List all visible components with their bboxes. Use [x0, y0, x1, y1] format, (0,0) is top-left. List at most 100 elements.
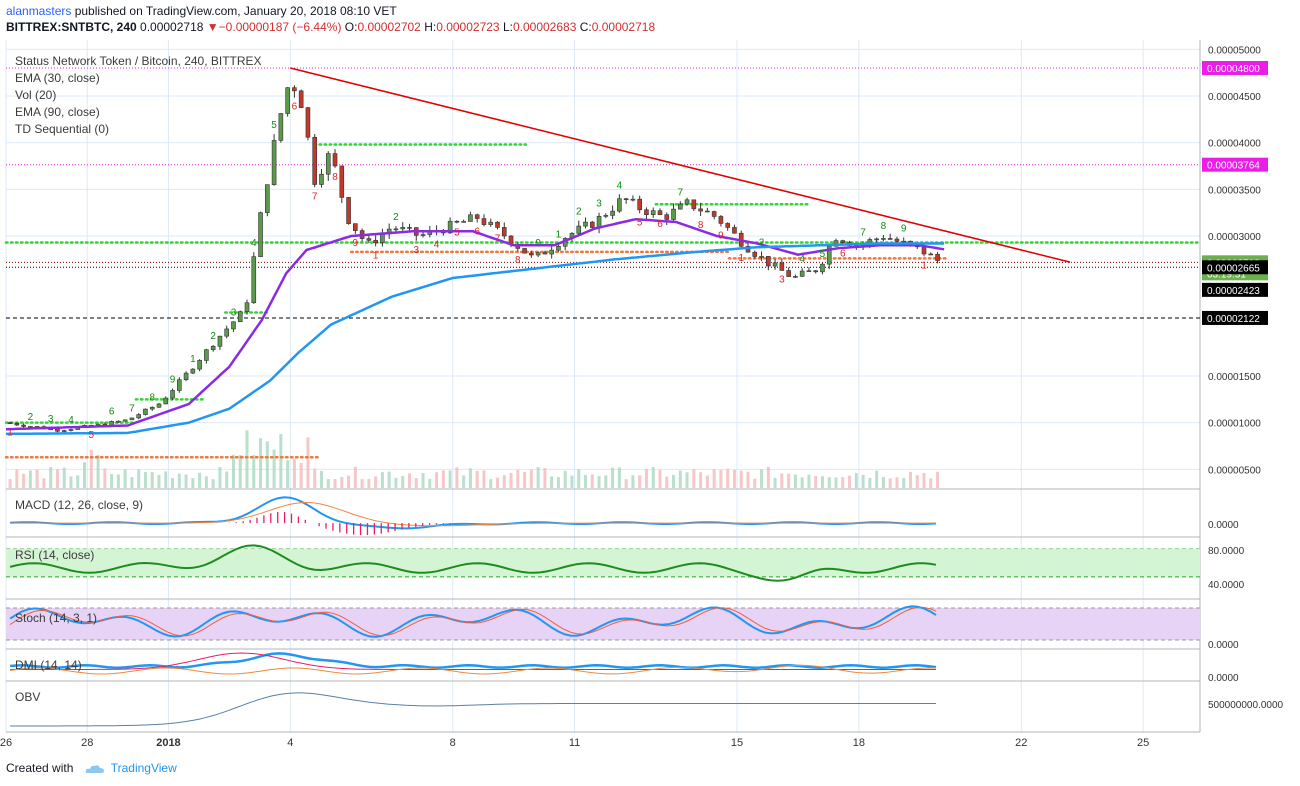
td-count-label: 4 [251, 238, 257, 249]
price-tick-label: 0.00003500 [1208, 185, 1261, 196]
candle-body [278, 113, 284, 141]
candle-body [630, 198, 636, 201]
symbol-label[interactable]: BITTREX:SNTBTC, 240 [6, 20, 137, 34]
stoch-axis-label: 0.0000 [1208, 640, 1239, 651]
td-count-label: 8 [332, 172, 338, 183]
volume-bar [8, 479, 12, 488]
td-count-label: 5 [637, 217, 643, 228]
candle-body [671, 208, 676, 220]
volume-bar [915, 475, 919, 488]
volume-bar [908, 471, 912, 488]
volume-bar [374, 476, 378, 488]
volume-bar [617, 467, 621, 488]
volume-bar [705, 475, 709, 488]
candle-body [319, 173, 324, 185]
td-count-label: 5 [454, 227, 460, 238]
candle-body [325, 153, 331, 175]
price-tag-box [1202, 61, 1268, 75]
candle-body [183, 372, 189, 380]
volume-bar [414, 478, 418, 488]
volume-bar [712, 469, 716, 488]
tradingview-brand-link[interactable]: TradingView [110, 761, 177, 775]
td-count-label: 1 [373, 250, 379, 261]
candle-body [705, 210, 710, 213]
volume-bar [231, 454, 235, 488]
candle-body [833, 240, 839, 247]
price-tick-label: 0.00004500 [1208, 92, 1261, 103]
candle-body [163, 397, 169, 405]
stoch-label: Stoch (14, 3, 1) [15, 611, 97, 625]
publish-info: published on TradingView.com, January 20… [71, 4, 397, 18]
volume-bar [22, 473, 26, 488]
volume-bar [787, 473, 791, 488]
volume-bar [198, 472, 202, 488]
volume-bar [719, 469, 723, 488]
candle-body [488, 221, 494, 225]
td-count-label: 9 [901, 223, 907, 234]
volume-bar [110, 474, 114, 488]
volume-bar [496, 477, 500, 488]
candle-body [894, 238, 900, 242]
chart-header: alanmasters published on TradingView.com… [6, 3, 655, 35]
candle-body [793, 276, 798, 278]
date-tick-label: 8 [450, 737, 456, 749]
candle-body [177, 379, 182, 391]
candle-body [549, 249, 554, 255]
low-label: L: [502, 20, 513, 34]
candle-body [596, 215, 602, 228]
td-count-label: 9 [718, 231, 724, 242]
candle-body [217, 335, 223, 347]
date-tick-label: 18 [853, 737, 865, 749]
td-count-label: 3 [596, 199, 602, 210]
candle-body [156, 403, 162, 408]
candle-body [772, 262, 778, 267]
footer: Created with TradingView [6, 761, 177, 775]
td-count-label: 7 [495, 233, 501, 244]
volume-bar [672, 474, 676, 488]
td-count-label: 8 [515, 255, 521, 266]
candle-body [61, 430, 67, 432]
candle-body [298, 90, 304, 108]
price-tag-box [1202, 157, 1268, 172]
candle-body [921, 246, 927, 255]
volume-bar [313, 468, 317, 488]
volume-bar [387, 471, 391, 488]
volume-bar [204, 476, 208, 488]
volume-bar [55, 469, 59, 488]
volume-bar [502, 475, 506, 488]
volume-bar [326, 479, 330, 488]
author-link[interactable]: alanmasters [6, 4, 72, 18]
rsi-label: RSI (14, close) [15, 548, 94, 562]
td-count-label: 2 [393, 212, 399, 223]
price-change: −0.00000187 (−6.44%) [218, 20, 342, 34]
candle-body [122, 419, 128, 422]
price-tag-box [1202, 310, 1268, 325]
volume-bar [590, 474, 594, 488]
candle-body [244, 302, 250, 312]
low-value: 0.00002683 [512, 20, 577, 34]
volume-bar [468, 468, 472, 488]
volume-bar [644, 468, 648, 488]
td-count-label: 4 [434, 239, 440, 250]
volume-bar [848, 475, 852, 488]
volume-bar [441, 470, 445, 488]
candle-body [407, 227, 412, 229]
date-tick-label: 25 [1137, 737, 1149, 749]
open-value: 0.00002702 [357, 20, 421, 34]
price-tick-label: 0.00005000 [1208, 45, 1261, 56]
td-count-label: 1 [738, 253, 744, 264]
price-tick-label: 0.00004000 [1208, 139, 1261, 150]
volume-bar [475, 470, 479, 488]
td-count-label: 4 [68, 415, 74, 426]
candle-body [292, 87, 297, 92]
volume-bar [868, 477, 872, 488]
candle-body [68, 429, 74, 431]
volume-bar [604, 475, 608, 488]
price-tag-label: 0.00003764 [1207, 161, 1260, 172]
candle-body [752, 251, 758, 257]
candle-body [461, 221, 466, 223]
candle-body [373, 240, 378, 244]
date-tick-label: 4 [287, 737, 293, 749]
volume-bar [252, 455, 256, 488]
